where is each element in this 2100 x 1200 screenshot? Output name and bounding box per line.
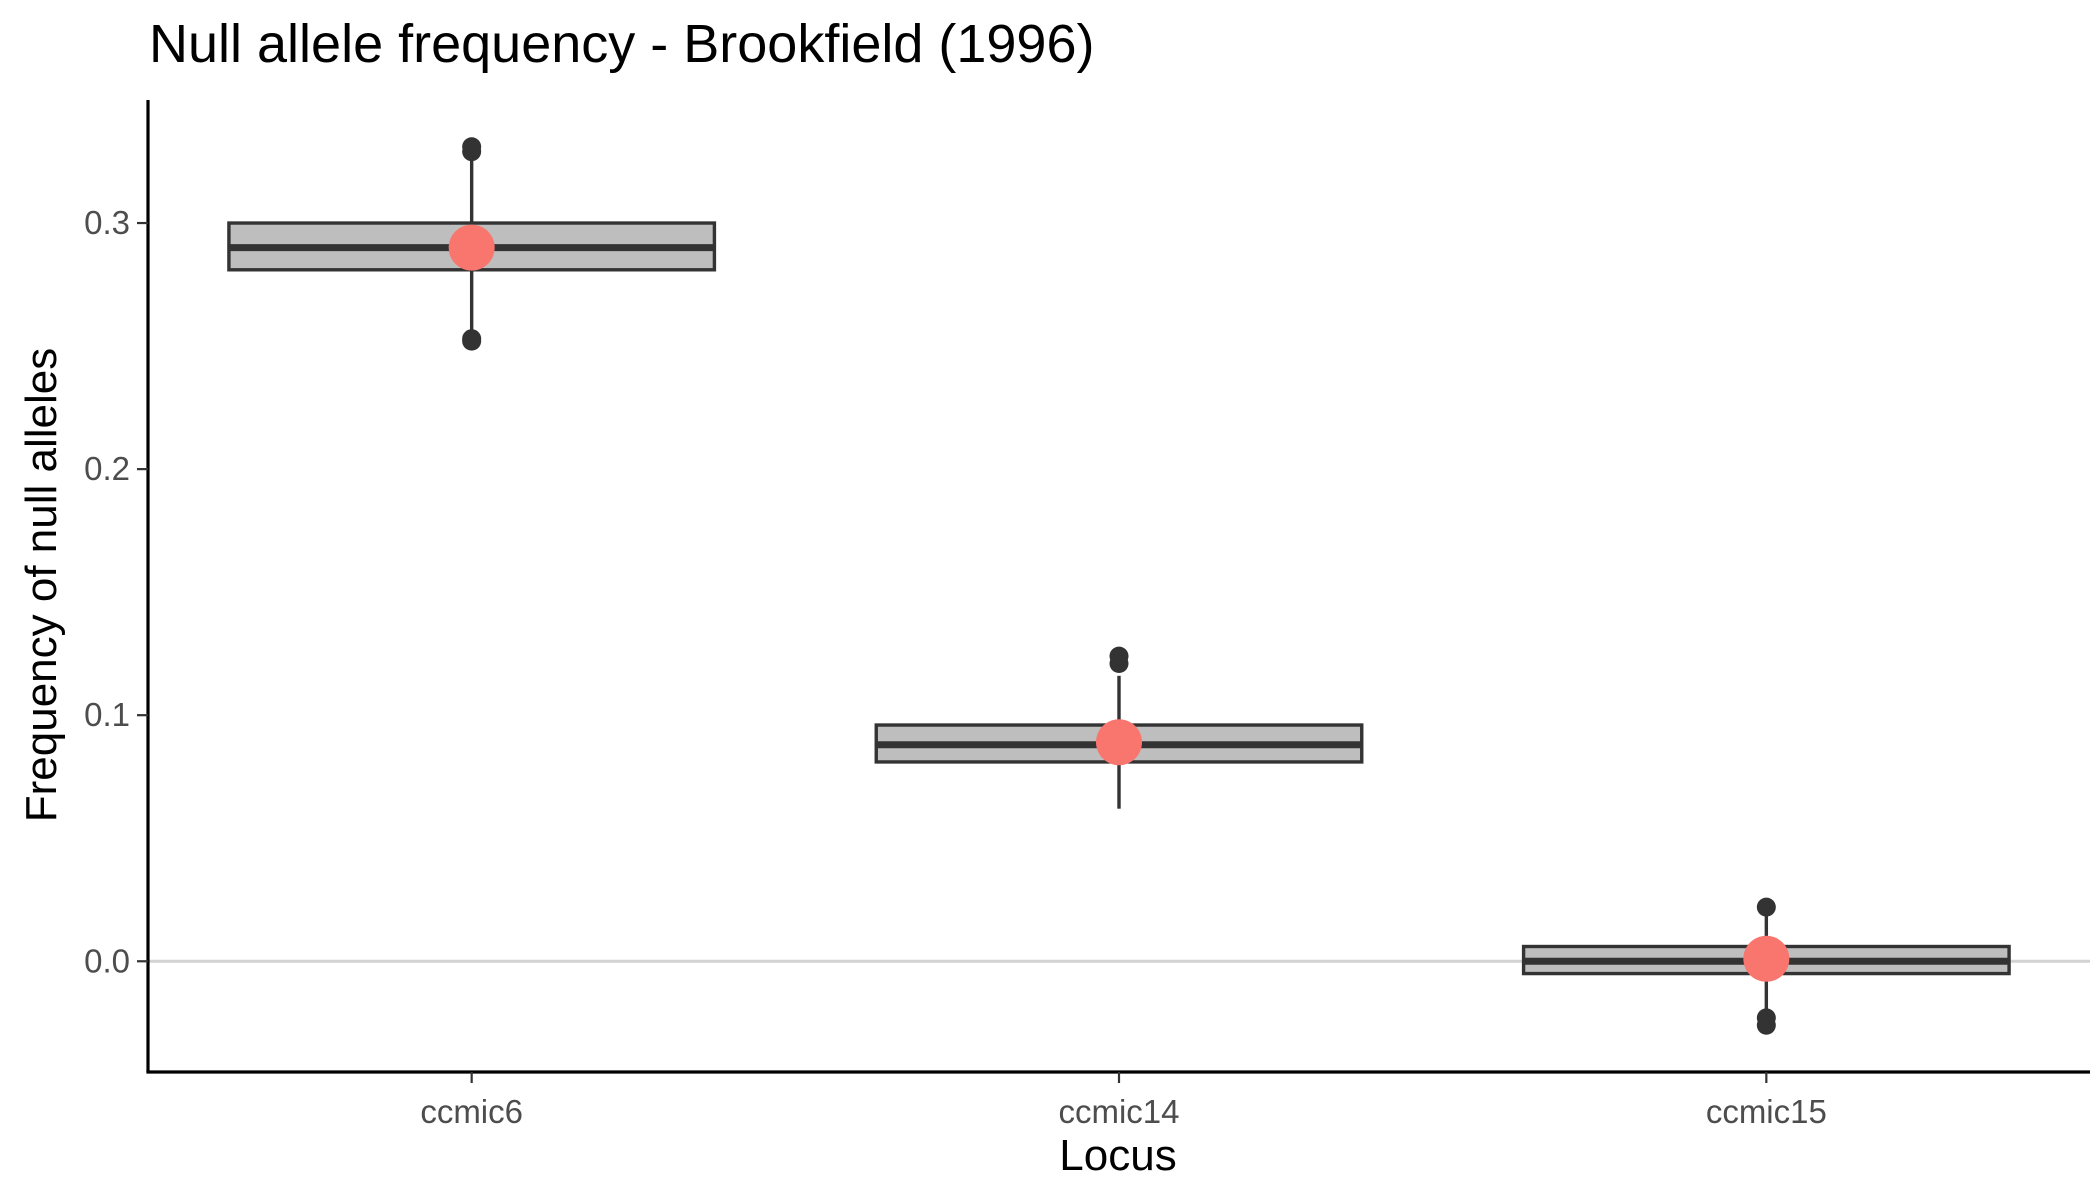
box-ccmic14 <box>874 646 1364 809</box>
y-tick-label: 0.2 <box>84 450 130 487</box>
box-ccmic6 <box>227 137 717 351</box>
outlier-point <box>1756 1015 1776 1035</box>
estimate-point <box>1096 719 1142 766</box>
x-tick-label: ccmic14 <box>1058 1093 1179 1130</box>
outlier-point <box>1756 897 1776 917</box>
outlier-point <box>462 329 482 349</box>
y-tick-label: 0.3 <box>84 204 130 241</box>
plot-area: 0.0 0.1 0.2 0.3 ccmic6 ccmic14 ccmic15 <box>84 100 2090 1130</box>
y-tick-label: 0.0 <box>84 942 130 979</box>
box-ccmic15 <box>1521 897 2011 1035</box>
y-axis-title: Frequency of null alleles <box>17 348 66 822</box>
estimate-point <box>448 224 495 271</box>
x-axis-title: Locus <box>1059 1131 1176 1180</box>
outlier-point <box>1109 646 1129 666</box>
x-tick-label: ccmic15 <box>1706 1093 1827 1130</box>
x-tick-label: ccmic6 <box>420 1093 523 1130</box>
y-tick-label: 0.1 <box>84 696 130 733</box>
outlier-point <box>462 137 482 157</box>
chart-title: Null allele frequency - Brookfield (1996… <box>149 14 1094 74</box>
estimate-point <box>1743 935 1790 982</box>
